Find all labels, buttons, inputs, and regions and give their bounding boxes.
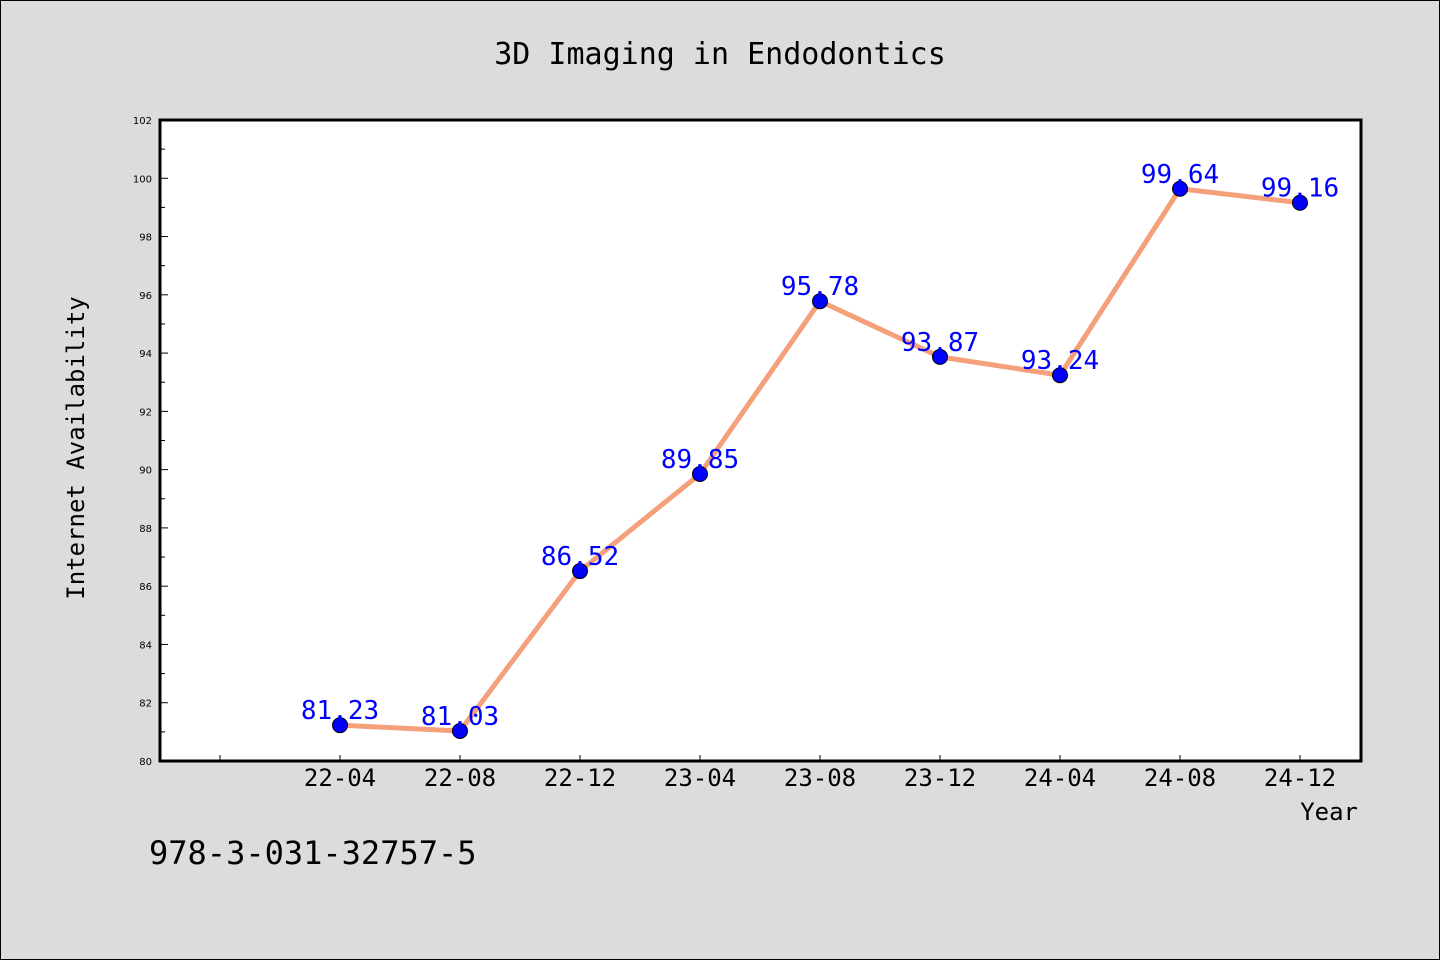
data-label: 95.78 xyxy=(781,272,859,302)
y-tick-label: 100 xyxy=(133,174,152,185)
data-point xyxy=(452,722,468,739)
series-line: 81.23 81.03 86.52 89.85 95.78 93.87 93.24 99.64… xyxy=(301,160,1339,739)
data-point xyxy=(572,563,588,580)
x-tick-label: 23-12 xyxy=(904,764,976,792)
y-tick-label: 102 xyxy=(133,116,152,127)
data-point xyxy=(1292,194,1308,211)
x-axis: 22-04 22-08 22-12 23-04 23-08 23-12 24-04 24-08… xyxy=(219,755,1336,792)
y-axis: 80 82 84 86 88 90 92 94 96 98 100 102 xyxy=(133,116,168,768)
data-label: 86.52 xyxy=(541,542,619,572)
x-tick-label: 23-08 xyxy=(784,764,856,792)
y-tick-label: 94 xyxy=(139,349,152,360)
x-tick-label: 23-04 xyxy=(664,764,736,792)
x-tick-label: 22-12 xyxy=(544,764,616,792)
data-point xyxy=(332,717,348,734)
x-tick-label: 22-08 xyxy=(424,764,496,792)
y-tick-label: 80 xyxy=(139,757,152,768)
x-tick-label: 24-12 xyxy=(1264,764,1336,792)
data-label: 93.24 xyxy=(1021,346,1099,376)
y-tick-label: 86 xyxy=(139,582,152,593)
data-point xyxy=(1052,367,1068,384)
y-axis-label: Internet Availability xyxy=(62,296,90,599)
y-tick-label: 84 xyxy=(139,640,152,651)
x-axis-label: Year xyxy=(1300,798,1358,826)
x-tick-label: 22-04 xyxy=(304,764,376,792)
data-label: 99.64 xyxy=(1141,160,1219,190)
data-label: 81.03 xyxy=(421,702,499,732)
data-label: 81.23 xyxy=(301,696,379,726)
y-tick-label: 92 xyxy=(139,407,152,418)
y-tick-label: 96 xyxy=(139,291,152,302)
data-label: 93.87 xyxy=(901,328,979,358)
plot-area xyxy=(158,118,1363,763)
data-label: 89.85 xyxy=(661,445,739,475)
x-tick-label: 24-08 xyxy=(1144,764,1216,792)
data-point xyxy=(812,293,828,310)
y-tick-label: 90 xyxy=(139,466,152,477)
x-tick-label: 24-04 xyxy=(1024,764,1096,792)
y-tick-label: 82 xyxy=(139,699,152,710)
data-label: 99.16 xyxy=(1261,174,1339,204)
data-point xyxy=(932,348,948,365)
y-tick-label: 88 xyxy=(139,524,152,535)
data-point xyxy=(692,466,708,483)
y-tick-label: 98 xyxy=(139,233,152,244)
chart-title: 3D Imaging in Endodontics xyxy=(494,37,946,72)
data-point xyxy=(1172,180,1188,197)
isbn-text: 978-3-031-32757-5 xyxy=(149,834,477,872)
